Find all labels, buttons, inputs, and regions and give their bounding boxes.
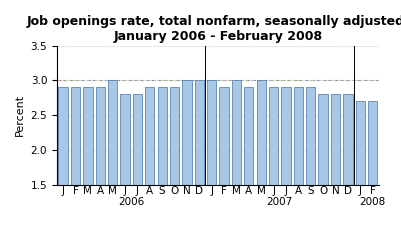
Bar: [244, 87, 253, 238]
Title: Job openings rate, total nonfarm, seasonally adjusted,
January 2006 - February 2: Job openings rate, total nonfarm, season…: [26, 15, 401, 43]
Bar: [59, 87, 68, 238]
Bar: [331, 94, 340, 238]
Bar: [356, 101, 365, 238]
Bar: [257, 80, 266, 238]
Bar: [368, 101, 377, 238]
Bar: [207, 80, 216, 238]
Bar: [71, 87, 80, 238]
Text: 2006: 2006: [118, 197, 144, 207]
Bar: [158, 87, 167, 238]
Bar: [219, 87, 229, 238]
Bar: [120, 94, 130, 238]
Bar: [343, 94, 352, 238]
Text: 2008: 2008: [360, 197, 386, 207]
Bar: [194, 80, 204, 238]
Y-axis label: Percent: Percent: [15, 94, 25, 136]
Bar: [318, 94, 328, 238]
Bar: [306, 87, 316, 238]
Text: 2007: 2007: [267, 197, 293, 207]
Bar: [83, 87, 93, 238]
Bar: [108, 80, 117, 238]
Bar: [133, 94, 142, 238]
Bar: [269, 87, 278, 238]
Bar: [95, 87, 105, 238]
Bar: [170, 87, 179, 238]
Bar: [294, 87, 303, 238]
Bar: [232, 80, 241, 238]
Bar: [145, 87, 154, 238]
Bar: [282, 87, 291, 238]
Bar: [182, 80, 192, 238]
